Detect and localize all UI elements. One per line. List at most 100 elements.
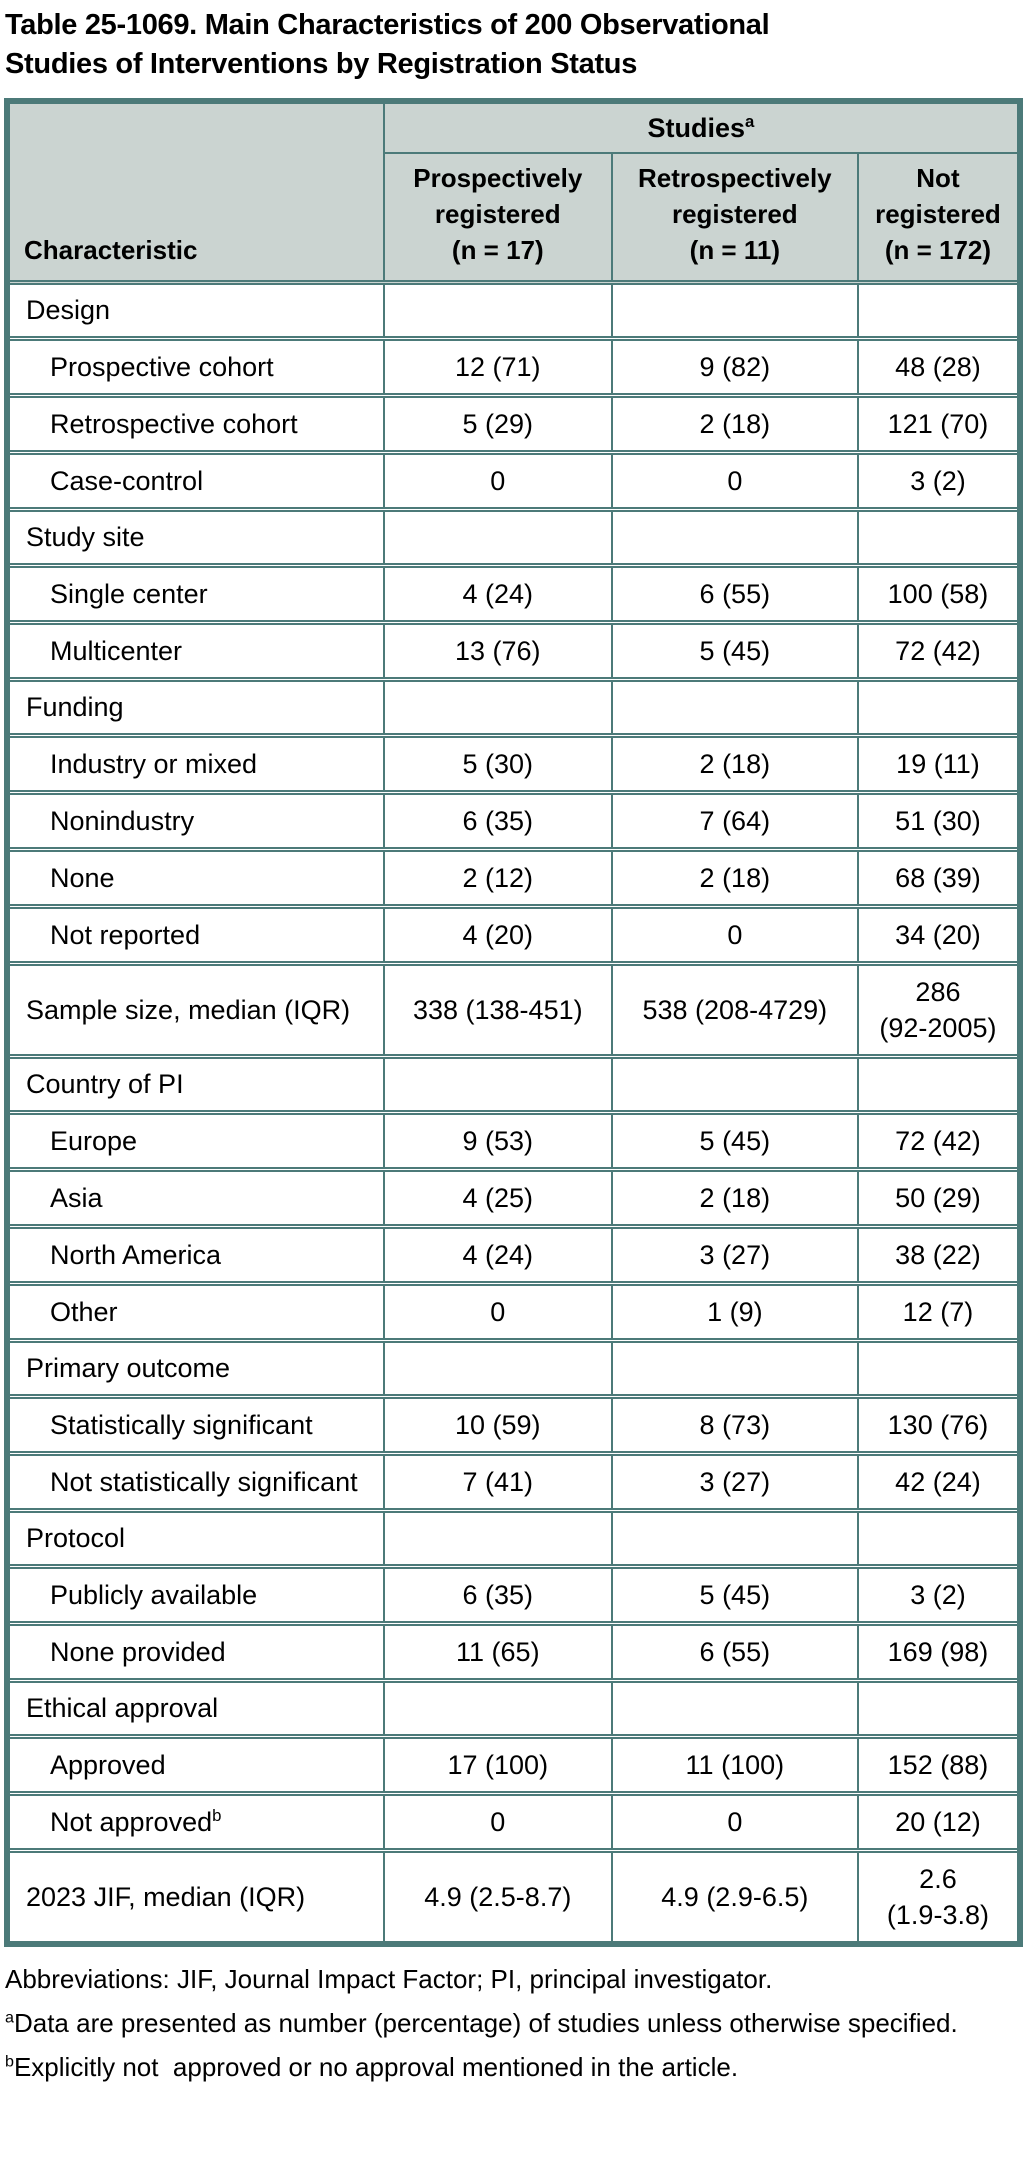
row-label: Multicenter <box>6 620 385 682</box>
data-cell: 72 (42) <box>856 1110 1022 1172</box>
row-label: Primary outcome <box>6 1338 385 1399</box>
data-cell: 9 (82) <box>610 336 859 398</box>
data-cell: 0 <box>382 1281 613 1343</box>
data-cell: 0 <box>610 450 859 512</box>
page-title: Table 25-1069. Main Characteristics of 2… <box>5 6 1021 84</box>
row-label: Study site <box>6 507 385 568</box>
data-cell: 2 (18) <box>610 1167 859 1229</box>
row-label: Country of PI <box>6 1054 385 1115</box>
data-cell <box>856 507 1022 568</box>
data-cell: 5 (45) <box>610 620 859 682</box>
footnote-abbreviations: Abbreviations: JIF, Journal Impact Facto… <box>5 1963 1021 1996</box>
data-cell: 0 <box>610 1791 859 1853</box>
data-cell <box>856 280 1022 341</box>
group-header-row: Characteristic Studiesa <box>6 100 1022 284</box>
data-cell: 5 (29) <box>382 393 613 455</box>
table-row: Primary outcome <box>6 1338 1022 1399</box>
studies-footnote-marker: a <box>745 111 755 131</box>
table-row: Funding <box>6 677 1022 738</box>
data-cell <box>856 1678 1022 1739</box>
data-cell: 10 (59) <box>382 1394 613 1456</box>
footnote-b-marker: b <box>5 2052 14 2071</box>
data-cell: 5 (30) <box>382 733 613 795</box>
row-label: Publicly available <box>6 1564 385 1626</box>
data-cell: 338 (138-451) <box>382 961 613 1059</box>
data-cell: 121 (70) <box>856 393 1022 455</box>
data-cell <box>610 1508 859 1569</box>
table-row: Not statistically significant 7 (41) 3 (27… <box>6 1451 1022 1513</box>
data-cell: 0 <box>610 904 859 966</box>
data-cell: 2 (12) <box>382 847 613 909</box>
data-cell: 48 (28) <box>856 336 1022 398</box>
table-row: Single center 4 (24) 6 (55) 100 (58) <box>6 563 1022 625</box>
data-cell <box>382 1054 613 1115</box>
row-label: Sample size, median (IQR) <box>6 961 385 1059</box>
data-cell: 17 (100) <box>382 1734 613 1796</box>
data-cell <box>610 1054 859 1115</box>
page-title-line1: Table 25-1069. Main Characteristics of 2… <box>5 9 770 41</box>
row-label-footnote-marker: b <box>212 1805 222 1825</box>
data-cell: 4 (24) <box>382 563 613 625</box>
data-cell <box>610 507 859 568</box>
data-cell: 4.9 (2.5-8.7) <box>382 1848 613 1947</box>
data-cell: 2.6 (1.9-3.8) <box>856 1848 1022 1947</box>
footnotes: Abbreviations: JIF, Journal Impact Facto… <box>5 1963 1021 2084</box>
col-header-characteristic: Characteristic <box>6 100 385 284</box>
data-cell: 6 (55) <box>610 563 859 625</box>
data-cell: 13 (76) <box>382 620 613 682</box>
footnote-a-text: Data are presented as number (percentage… <box>13 2008 958 2038</box>
data-cell: 68 (39) <box>856 847 1022 909</box>
row-label: Nonindustry <box>6 790 385 852</box>
table-row: Approved 17 (100) 11 (100) 152 (88) <box>6 1734 1022 1796</box>
table-row: Study site <box>6 507 1022 568</box>
footnote-abbreviations-text: Abbreviations: JIF, Journal Impact Facto… <box>5 1964 773 1994</box>
data-cell: 12 (7) <box>856 1281 1022 1343</box>
data-cell: 3 (2) <box>856 1564 1022 1626</box>
row-label: None provided <box>6 1621 385 1683</box>
row-label: Design <box>6 280 385 341</box>
data-cell: 2 (18) <box>610 393 859 455</box>
table-row: Ethical approval <box>6 1678 1022 1739</box>
footnote-a-marker: a <box>5 2008 14 2027</box>
data-cell: 100 (58) <box>856 563 1022 625</box>
row-label: Retrospective cohort <box>6 393 385 455</box>
data-cell: 9 (53) <box>382 1110 613 1172</box>
data-cell: 4 (20) <box>382 904 613 966</box>
row-label: Prospective cohort <box>6 336 385 398</box>
col-header-retrospectively-registered: Retrospectively registered (n = 11) <box>610 152 859 284</box>
data-cell <box>382 1678 613 1739</box>
data-cell <box>610 677 859 738</box>
table-row: Not approvedb 0 0 20 (12) <box>6 1791 1022 1853</box>
data-cell: 6 (35) <box>382 790 613 852</box>
row-label: Statistically significant <box>6 1394 385 1456</box>
data-cell: 51 (30) <box>856 790 1022 852</box>
row-label: 2023 JIF, median (IQR) <box>6 1848 385 1947</box>
footnote-a: aData are presented as number (percentag… <box>5 2007 1021 2040</box>
data-cell <box>856 1054 1022 1115</box>
footnote-b: bExplicitly not approved or no approval … <box>5 2051 1021 2084</box>
row-label: Not reported <box>6 904 385 966</box>
data-cell <box>610 1338 859 1399</box>
data-cell: 19 (11) <box>856 733 1022 795</box>
page-title-line2: Studies of Interventions by Registration… <box>5 48 638 80</box>
data-cell <box>856 677 1022 738</box>
table-row: Retrospective cohort 5 (29) 2 (18) 121 (70) <box>6 393 1022 455</box>
page: Table 25-1069. Main Characteristics of 2… <box>4 6 1023 2084</box>
row-label: Ethical approval <box>6 1678 385 1739</box>
data-cell: 0 <box>382 450 613 512</box>
table-body: Design Prospective cohort 12 (71) 9 (82) 48 … <box>6 280 1022 1947</box>
row-label: Not statistically significant <box>6 1451 385 1513</box>
row-label: Protocol <box>6 1508 385 1569</box>
table-row: Multicenter 13 (76) 5 (45) 72 (42) <box>6 620 1022 682</box>
table-row: Country of PI <box>6 1054 1022 1115</box>
data-cell: 2 (18) <box>610 847 859 909</box>
table-row: Europe 9 (53) 5 (45) 72 (42) <box>6 1110 1022 1172</box>
data-cell <box>382 507 613 568</box>
table-row: None provided 11 (65) 6 (55) 169 (98) <box>6 1621 1022 1683</box>
data-cell: 1 (9) <box>610 1281 859 1343</box>
data-cell <box>382 1508 613 1569</box>
data-cell: 20 (12) <box>856 1791 1022 1853</box>
table-header: Characteristic Studiesa Prospectively re… <box>6 100 1022 284</box>
data-cell: 38 (22) <box>856 1224 1022 1286</box>
data-cell: 4 (24) <box>382 1224 613 1286</box>
